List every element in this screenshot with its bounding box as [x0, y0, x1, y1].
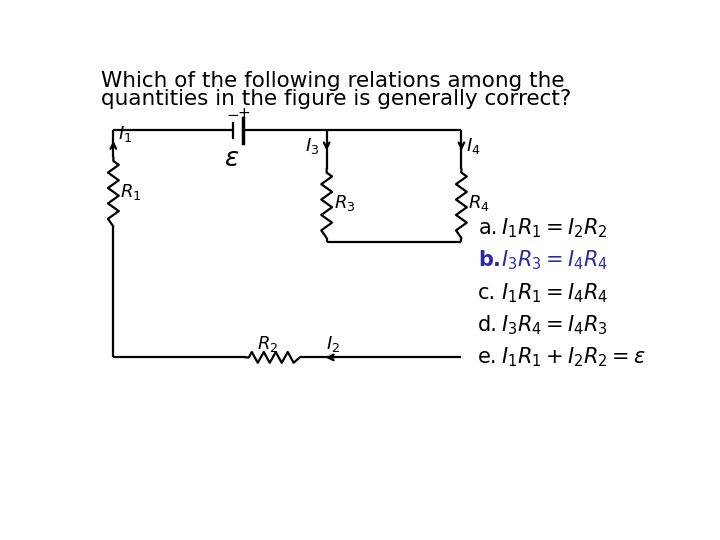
Text: e.: e.: [478, 347, 498, 367]
Text: Which of the following relations among the: Which of the following relations among t…: [101, 71, 564, 91]
Text: $I_3R_4 = I_4R_3$: $I_3R_4 = I_4R_3$: [501, 313, 608, 337]
Text: $+$: $+$: [237, 106, 250, 121]
Text: $I_1$: $I_1$: [118, 124, 132, 144]
Text: d.: d.: [478, 315, 498, 335]
Text: quantities in the figure is generally correct?: quantities in the figure is generally co…: [101, 89, 571, 109]
Text: $I_1R_1 = I_4R_4$: $I_1R_1 = I_4R_4$: [501, 281, 608, 305]
Text: $R_1$: $R_1$: [120, 182, 142, 202]
Text: $\varepsilon$: $\varepsilon$: [224, 146, 240, 172]
Text: $R_2$: $R_2$: [257, 334, 279, 354]
Text: $I_1R_1 + I_2R_2 = \varepsilon$: $I_1R_1 + I_2R_2 = \varepsilon$: [501, 346, 646, 369]
Text: $I_4$: $I_4$: [466, 136, 480, 156]
Text: a.: a.: [478, 218, 498, 238]
Text: $-$: $-$: [226, 106, 239, 121]
Text: c.: c.: [478, 283, 497, 303]
Text: $I_2$: $I_2$: [326, 334, 340, 354]
Text: $I_1R_1 = I_2R_2$: $I_1R_1 = I_2R_2$: [501, 216, 608, 240]
Text: b.: b.: [478, 251, 501, 271]
Text: $I_3R_3 = I_4R_4$: $I_3R_3 = I_4R_4$: [501, 248, 608, 272]
Text: $I_3$: $I_3$: [305, 136, 320, 156]
Text: $R_3$: $R_3$: [333, 193, 355, 213]
Text: $R_4$: $R_4$: [468, 193, 490, 213]
